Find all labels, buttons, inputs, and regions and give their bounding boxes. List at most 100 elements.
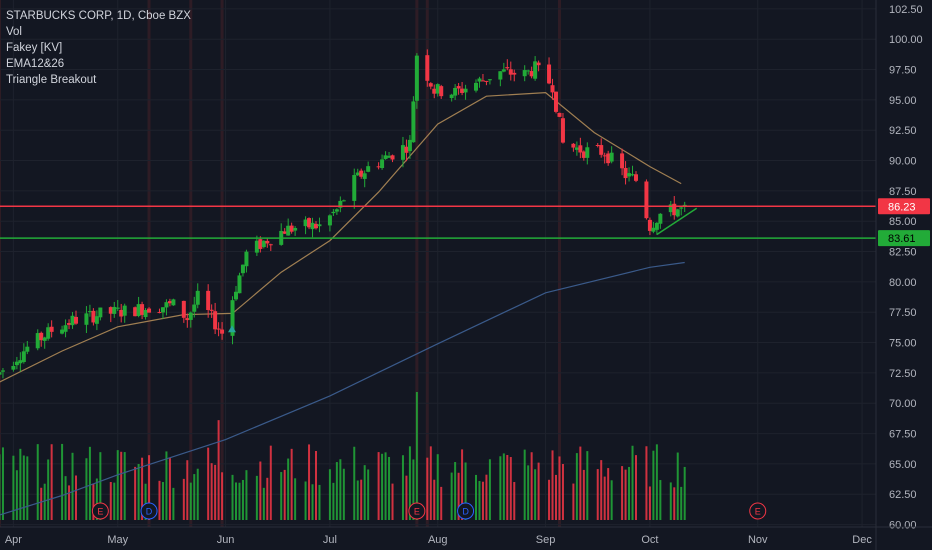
- candle-body[interactable]: [147, 308, 152, 313]
- candle-body[interactable]: [303, 219, 308, 227]
- candle-body[interactable]: [609, 152, 614, 162]
- candle-body[interactable]: [192, 304, 197, 312]
- candle-body[interactable]: [39, 332, 44, 341]
- candle-body[interactable]: [60, 329, 65, 334]
- candle-body[interactable]: [623, 167, 628, 179]
- candle-body[interactable]: [310, 222, 315, 230]
- candle-body[interactable]: [554, 91, 558, 112]
- candle-body[interactable]: [574, 147, 579, 150]
- candle-body[interactable]: [651, 227, 656, 232]
- candle-body[interactable]: [254, 240, 259, 253]
- candle-body[interactable]: [474, 82, 478, 91]
- candle-body[interactable]: [0, 370, 5, 372]
- candle-body[interactable]: [334, 209, 339, 212]
- candle-body[interactable]: [501, 69, 506, 72]
- candle-body[interactable]: [366, 166, 371, 172]
- candle-body[interactable]: [91, 310, 96, 323]
- candle-body[interactable]: [627, 173, 632, 177]
- candle-body[interactable]: [647, 219, 652, 231]
- event-marker-circle[interactable]: [91, 502, 109, 520]
- candle-body[interactable]: [282, 231, 287, 234]
- candle-body[interactable]: [261, 240, 266, 248]
- candle-body[interactable]: [341, 200, 346, 202]
- candle-body[interactable]: [216, 328, 221, 330]
- candle-body[interactable]: [533, 61, 538, 79]
- candle-body[interactable]: [675, 209, 680, 217]
- candle-body[interactable]: [668, 204, 673, 213]
- candle-body[interactable]: [42, 337, 47, 341]
- candle-body[interactable]: [293, 227, 298, 231]
- candle-body[interactable]: [387, 155, 392, 158]
- candle-body[interactable]: [171, 299, 176, 306]
- candle-body[interactable]: [571, 143, 576, 148]
- candle-body[interactable]: [404, 146, 409, 153]
- event-marker-circle[interactable]: [408, 502, 426, 520]
- candle-body[interactable]: [547, 64, 552, 84]
- candle-body[interactable]: [362, 173, 367, 179]
- candle-body[interactable]: [557, 112, 562, 117]
- candle-body[interactable]: [456, 86, 461, 89]
- candle-body[interactable]: [314, 223, 318, 229]
- candle-body[interactable]: [87, 311, 92, 313]
- candle-body[interactable]: [595, 144, 600, 146]
- candle-body[interactable]: [439, 86, 444, 97]
- candle-body[interactable]: [84, 313, 89, 325]
- candle-body[interactable]: [94, 316, 99, 324]
- candle-body[interactable]: [578, 145, 583, 153]
- candle-body[interactable]: [512, 72, 517, 75]
- candle-body[interactable]: [359, 170, 364, 177]
- candle-body[interactable]: [672, 203, 677, 216]
- candle-body[interactable]: [449, 94, 454, 99]
- candle-body[interactable]: [585, 147, 590, 158]
- candle-body[interactable]: [98, 307, 103, 318]
- candle-body[interactable]: [234, 291, 238, 300]
- candle-body[interactable]: [188, 312, 193, 320]
- candle-body[interactable]: [25, 346, 30, 352]
- candle-body[interactable]: [536, 62, 541, 66]
- candle-body[interactable]: [213, 311, 218, 330]
- candle-body[interactable]: [185, 318, 190, 321]
- candle-body[interactable]: [67, 323, 72, 325]
- candle-body[interactable]: [550, 85, 555, 93]
- event-marker-circle[interactable]: [140, 502, 158, 520]
- candle-body[interactable]: [630, 174, 635, 176]
- candle-body[interactable]: [380, 159, 385, 168]
- candle-body[interactable]: [289, 225, 294, 232]
- candle-body[interactable]: [526, 70, 531, 72]
- candle-body[interactable]: [119, 309, 124, 317]
- candle-body[interactable]: [220, 329, 225, 334]
- candle-body[interactable]: [112, 306, 117, 314]
- candle-body[interactable]: [411, 101, 416, 143]
- candle-body[interactable]: [529, 71, 534, 77]
- candle-body[interactable]: [620, 153, 625, 169]
- candle-body[interactable]: [268, 244, 273, 246]
- candle-body[interactable]: [425, 55, 430, 81]
- candle-body[interactable]: [244, 251, 249, 267]
- candle-body[interactable]: [599, 145, 604, 155]
- candle-body[interactable]: [505, 67, 510, 69]
- candle-body[interactable]: [181, 300, 186, 318]
- candle-body[interactable]: [143, 309, 148, 318]
- candle-body[interactable]: [352, 175, 357, 201]
- candle-body[interactable]: [355, 172, 360, 176]
- candle-body[interactable]: [508, 69, 513, 75]
- candle-body[interactable]: [390, 155, 395, 160]
- triangle-breakout-line[interactable]: [656, 207, 698, 236]
- candle-body[interactable]: [167, 301, 172, 304]
- candle-body[interactable]: [157, 312, 162, 314]
- candle-body[interactable]: [18, 360, 23, 364]
- candle-body[interactable]: [460, 88, 465, 93]
- event-marker-circle[interactable]: [457, 502, 475, 520]
- candle-body[interactable]: [658, 213, 663, 224]
- candle-body[interactable]: [480, 80, 485, 82]
- candle-body[interactable]: [206, 290, 211, 310]
- candle-body[interactable]: [432, 88, 437, 94]
- candle-body[interactable]: [70, 315, 75, 326]
- candle-body[interactable]: [634, 174, 638, 181]
- candle-body[interactable]: [606, 153, 611, 164]
- candle-body[interactable]: [498, 71, 503, 80]
- candle-body[interactable]: [407, 139, 412, 152]
- candle-body[interactable]: [136, 304, 141, 317]
